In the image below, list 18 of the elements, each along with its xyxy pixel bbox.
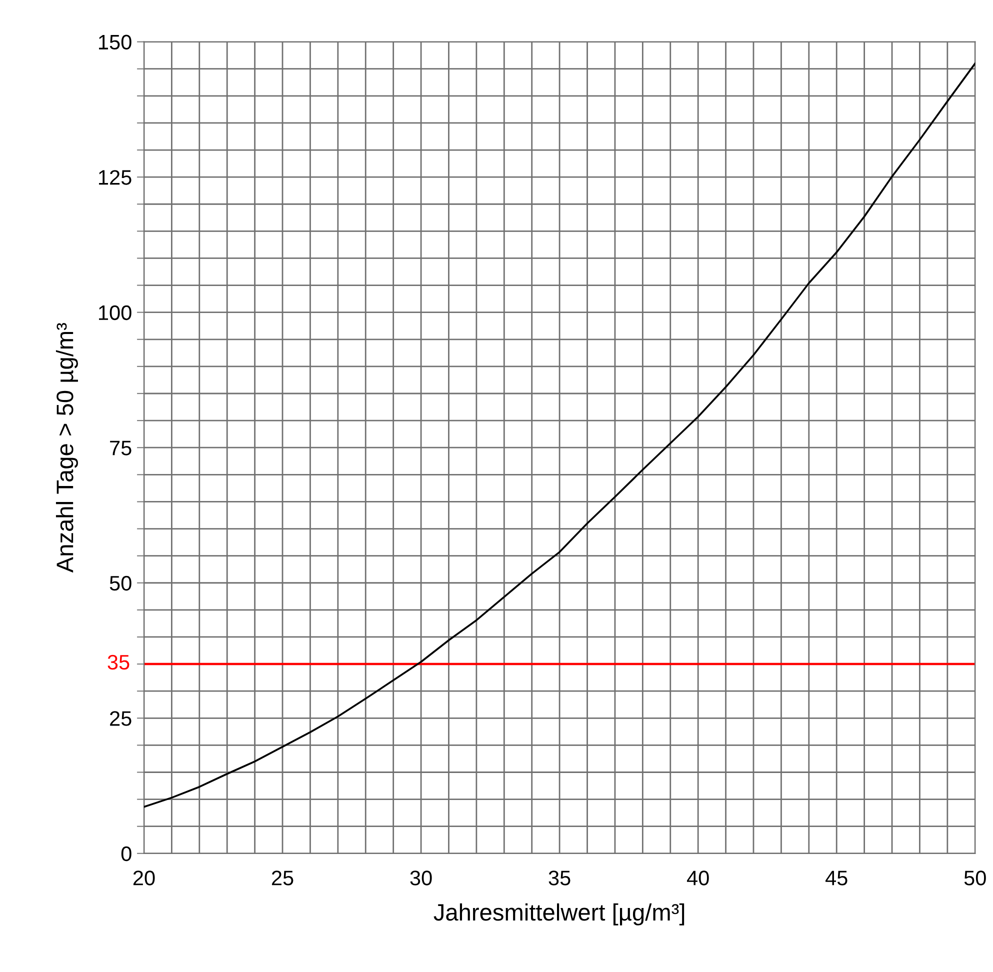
y-tick-label: 25: [110, 711, 132, 726]
line-series: [144, 62, 976, 808]
y-tick-label: 150: [99, 34, 132, 50]
x-axis-title: Jahresmittelwert [µg/m³]: [434, 903, 684, 926]
ref-line-label: 35: [108, 654, 130, 670]
x-tick-label: 30: [410, 870, 432, 886]
x-tick-label: 45: [825, 870, 848, 886]
y-tick-label: 0: [121, 846, 132, 862]
x-tick-label: 50: [964, 870, 986, 886]
y-tick-label: 100: [99, 305, 132, 320]
y-axis-title: Anzahl Tage > 50 µg/m³: [56, 323, 78, 573]
x-tick-label: 25: [272, 870, 294, 886]
y-tick-label: 50: [110, 576, 132, 591]
y-tick-label: 125: [99, 170, 132, 185]
x-tick-label: 20: [133, 870, 155, 886]
x-tick-label: 35: [548, 870, 570, 886]
y-tick-label: 75: [110, 440, 132, 456]
x-tick-label: 40: [686, 870, 709, 886]
